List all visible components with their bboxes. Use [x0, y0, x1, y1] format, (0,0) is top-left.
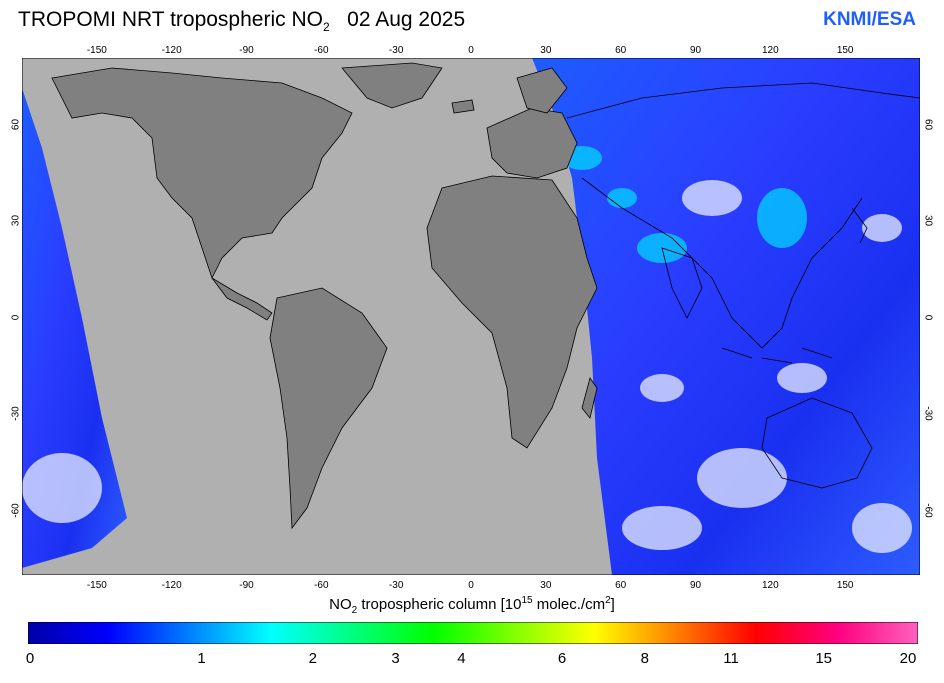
- satellite-swath-west: [22, 88, 127, 568]
- lon-tick-top-8: 90: [689, 45, 702, 56]
- lat-tick-left-1: 30: [10, 214, 22, 227]
- colorbar-label-1: 1: [197, 650, 206, 667]
- lat-tick-left-3: -30: [10, 406, 22, 421]
- colorbar-label-0: 0: [25, 650, 35, 667]
- lat-tick-left-2: 0: [10, 314, 22, 320]
- colorbar-label-7: 11: [723, 650, 739, 667]
- lon-tick-bottom-3: -60: [314, 580, 329, 591]
- lon-tick-bottom-7: 60: [615, 580, 627, 591]
- lon-tick-top-7: 60: [615, 45, 627, 56]
- lon-tick-bottom-5: 0: [468, 580, 474, 591]
- lon-tick-bottom-9: 120: [761, 580, 779, 591]
- lat-tick-right-1: 30: [922, 214, 934, 227]
- colorbar-label-6: 8: [640, 650, 649, 667]
- colorbar-label-9: 20: [899, 650, 917, 667]
- lon-tick-bottom-10: 150: [836, 580, 854, 591]
- lat-tick-left-0: 60: [10, 118, 22, 130]
- map-title: TROPOMI NRT tropospheric NO2 02 Aug 2025: [18, 8, 466, 35]
- lon-tick-top-0: -150: [86, 45, 107, 56]
- lat-tick-right-3: -30: [922, 406, 934, 421]
- lon-tick-top-2: -90: [239, 45, 254, 56]
- colorbar-label-3: 3: [391, 650, 400, 667]
- satellite-swath-east: [532, 58, 920, 575]
- no2-map: [22, 58, 920, 575]
- credit-label: KNMI/ESA: [823, 9, 916, 30]
- lat-tick-right-0: 60: [922, 118, 934, 130]
- lon-tick-bottom-1: -120: [161, 580, 182, 591]
- lat-tick-right-2: 0: [922, 314, 934, 320]
- lon-tick-top-9: 120: [761, 45, 779, 56]
- colorbar-rect: [28, 622, 918, 644]
- cloud-patches: [22, 180, 912, 553]
- lat-tick-left-4: -60: [10, 502, 22, 518]
- colorbar-label-2: 2: [308, 650, 317, 667]
- lon-tick-top-5: 0: [468, 45, 474, 56]
- lat-tick-right-4: -60: [922, 502, 934, 518]
- colorbar-label-5: 6: [557, 650, 567, 667]
- lon-tick-top-3: -60: [314, 45, 329, 56]
- lon-tick-top-1: -120: [161, 45, 182, 56]
- lon-tick-bottom-2: -90: [239, 580, 254, 591]
- lon-tick-bottom-0: -150: [86, 580, 107, 591]
- colorbar-label-4: 4: [457, 650, 466, 667]
- lon-tick-top-6: 30: [540, 45, 552, 56]
- lon-tick-bottom-6: 30: [540, 580, 552, 591]
- colorbar-label-8: 15: [815, 650, 832, 667]
- lon-tick-bottom-4: -30: [388, 580, 404, 591]
- land-no-data: [51, 62, 598, 530]
- lon-tick-top-10: 150: [836, 45, 854, 56]
- colorbar-unit-label: NO2 tropospheric column [1015 molec./cm2…: [329, 595, 615, 616]
- lon-tick-top-4: -30: [388, 45, 404, 56]
- colorbar: [28, 622, 918, 644]
- lon-tick-bottom-8: 90: [689, 580, 702, 591]
- country-borders: [566, 82, 920, 489]
